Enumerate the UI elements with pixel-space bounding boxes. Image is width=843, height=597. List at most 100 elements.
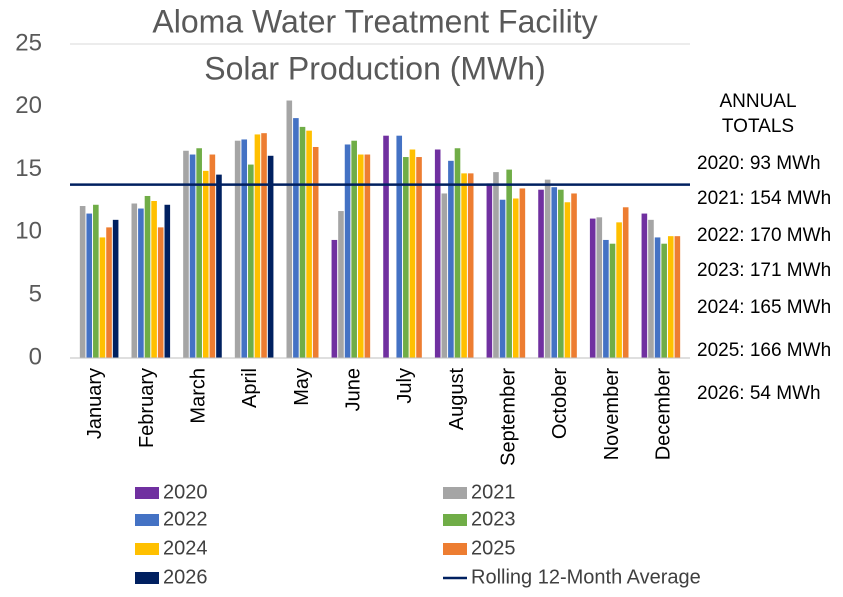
bar (112, 219, 119, 358)
chart-title: Solar Production (MWh) (204, 50, 545, 86)
legend-label: 2021 (471, 481, 516, 503)
bar (512, 198, 519, 358)
bar (216, 174, 222, 358)
bar (331, 239, 338, 358)
legend-label: 2025 (471, 537, 516, 559)
bar (267, 155, 274, 358)
bar (434, 149, 441, 358)
annual-total: 2024: 165 MWh (697, 297, 831, 318)
bar (234, 140, 241, 358)
legend-label: 2023 (471, 508, 516, 530)
bar (674, 236, 681, 358)
bar (616, 222, 622, 358)
bar (241, 139, 248, 358)
bar (131, 203, 138, 358)
bar (196, 148, 202, 358)
y-tick-label: 0 (29, 343, 42, 370)
legend-label: 2024 (163, 537, 208, 559)
legend-swatch (135, 543, 159, 555)
bar (138, 208, 144, 358)
bar (486, 183, 493, 358)
bar (261, 133, 267, 358)
bar (667, 236, 674, 358)
y-tick-label: 5 (29, 281, 42, 308)
legend-swatch (135, 487, 159, 499)
bar (344, 144, 351, 358)
x-tick-label: April (239, 368, 261, 408)
x-tick-label: July (394, 368, 416, 404)
bar (351, 140, 357, 358)
bar (93, 204, 99, 358)
bar (454, 148, 461, 358)
bar (648, 219, 654, 358)
legend-swatch (135, 514, 159, 526)
bar (544, 179, 551, 358)
annual-total: 2020: 93 MWh (697, 153, 821, 174)
bar (596, 217, 603, 358)
annual-totals-title: TOTALS (722, 116, 794, 137)
legend-label: 2020 (163, 481, 208, 503)
bar (338, 211, 344, 358)
bar (493, 172, 499, 358)
bar (622, 207, 629, 358)
bar (571, 193, 577, 358)
bar (506, 169, 512, 358)
bar (183, 150, 189, 358)
bar (79, 206, 86, 358)
bar (403, 157, 409, 358)
legend-label: 2026 (163, 566, 208, 588)
bar (409, 149, 416, 358)
bar (364, 154, 371, 358)
legend-swatch (443, 487, 467, 499)
y-tick-label: 10 (15, 218, 42, 245)
bar (416, 157, 422, 358)
bar (654, 237, 661, 358)
bar (286, 100, 293, 359)
x-tick-label: March (187, 368, 209, 424)
bar (499, 199, 506, 358)
chart-title: Aloma Water Treatment Facility (152, 3, 597, 39)
bar (383, 135, 389, 358)
bar (538, 189, 544, 358)
bar (396, 135, 403, 358)
legend-label: Rolling 12-Month Average (471, 566, 701, 588)
bar (357, 154, 364, 358)
annual-total: 2025: 166 MWh (697, 340, 831, 361)
bar (312, 146, 319, 358)
bar (248, 164, 254, 358)
bar (519, 188, 526, 358)
bar (151, 201, 157, 358)
bar (306, 130, 312, 358)
x-tick-label: June (342, 368, 364, 411)
x-tick-label: January (84, 368, 106, 439)
bar (209, 154, 216, 358)
bar (164, 204, 171, 358)
annual-totals-title: ANNUAL (719, 91, 796, 112)
bar (461, 173, 467, 358)
bar (293, 118, 299, 358)
bar (661, 243, 667, 358)
bar (564, 202, 571, 358)
legend-label: 2022 (163, 508, 208, 530)
bar (551, 187, 558, 358)
bar (558, 189, 564, 358)
x-tick-label: September (497, 368, 519, 466)
x-tick-label: December (652, 368, 674, 461)
bar (448, 160, 454, 358)
bar (106, 227, 112, 358)
bar (254, 134, 261, 358)
x-tick-label: October (549, 368, 571, 439)
bar (99, 237, 106, 358)
annual-total: 2023: 171 MWh (697, 260, 831, 281)
bar (202, 170, 209, 358)
legend-swatch (135, 572, 159, 584)
x-tick-label: May (291, 368, 313, 406)
annual-total: 2022: 170 MWh (697, 225, 831, 246)
bar (609, 243, 616, 358)
bar (144, 195, 151, 358)
x-tick-label: November (601, 368, 623, 461)
bar (189, 154, 196, 358)
bar (589, 218, 596, 358)
x-tick-label: August (446, 368, 468, 431)
